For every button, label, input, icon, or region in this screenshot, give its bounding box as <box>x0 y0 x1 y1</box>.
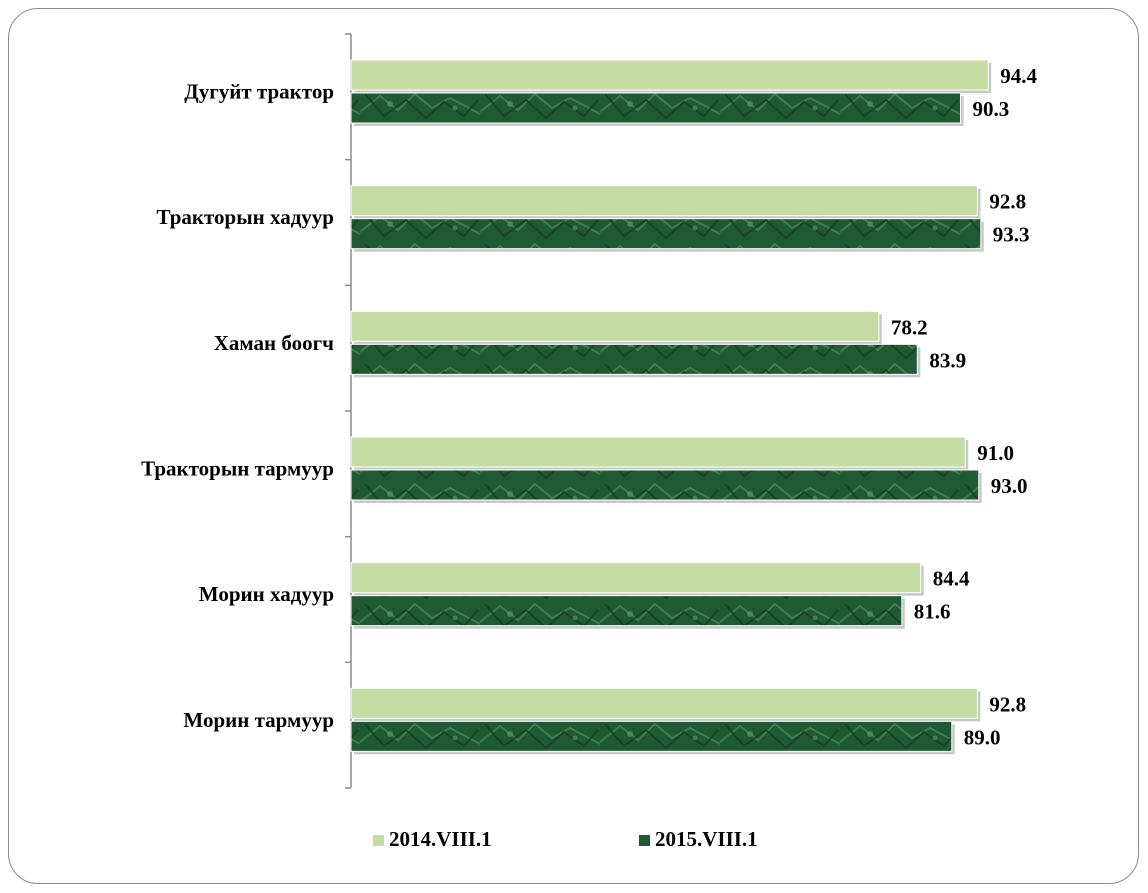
category-label: Хаман боогч <box>214 331 334 355</box>
category-label: Тракторын хадуур <box>157 205 334 229</box>
legend-label: 2015.VIII.1 <box>655 827 758 851</box>
data-label: 84.4 <box>933 567 970 591</box>
data-label: 92.8 <box>989 692 1026 716</box>
bar-series-2015 <box>350 343 918 375</box>
category-label: Морин тармуур <box>183 708 334 732</box>
data-label: 94.4 <box>1000 64 1037 88</box>
legend-label: 2014.VIII.1 <box>389 827 492 851</box>
bar-series-2014 <box>350 310 880 342</box>
bar-series-2015 <box>350 92 962 124</box>
bar-series-2015 <box>350 595 903 627</box>
axis-layer <box>345 33 352 789</box>
data-label: 92.8 <box>989 190 1026 214</box>
bar-series-2014 <box>350 436 966 468</box>
bar-series-2015 <box>350 469 980 501</box>
data-label: 89.0 <box>964 725 1001 749</box>
legend: 2014.VIII.1 2015.VIII.1 <box>373 827 758 851</box>
category-label: Морин хадуур <box>199 582 334 606</box>
legend-swatch <box>639 835 650 846</box>
legend-swatch <box>373 835 384 846</box>
bar-series-2015 <box>350 218 982 250</box>
labels-layer: Дугуйт трактор 94.4 90.3 Тракторын хадуур 92… <box>141 64 1037 749</box>
data-label: 81.6 <box>914 600 951 624</box>
data-label: 91.0 <box>977 441 1014 465</box>
data-label: 90.3 <box>973 97 1010 121</box>
category-label: Тракторын тармуур <box>141 457 334 481</box>
data-label: 83.9 <box>929 348 966 372</box>
data-label: 93.3 <box>993 223 1030 247</box>
bar-series-2014 <box>350 687 978 719</box>
data-label: 93.0 <box>991 474 1028 498</box>
bar-series-2015 <box>350 720 953 752</box>
bars-layer <box>350 59 992 755</box>
bar-series-2014 <box>350 59 989 91</box>
bar-series-2014 <box>350 562 922 594</box>
data-label: 78.2 <box>891 315 928 339</box>
bar-series-2014 <box>350 185 978 217</box>
category-label: Дугуйт трактор <box>184 80 334 104</box>
